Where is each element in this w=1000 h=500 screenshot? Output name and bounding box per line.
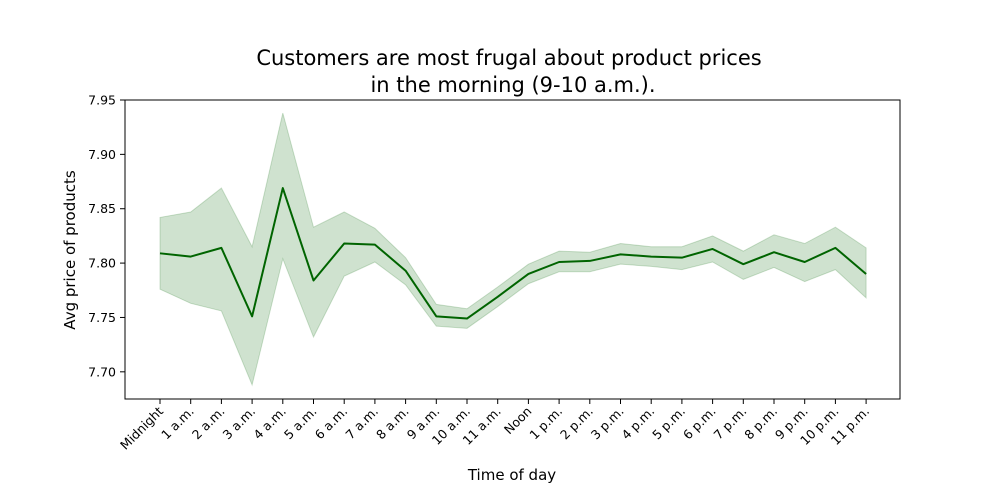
x-tick-label: 2 p.m. (557, 404, 596, 443)
data-point (190, 256, 192, 258)
axes-frame (124, 99, 901, 400)
series-line (159, 187, 867, 320)
data-point (405, 270, 407, 272)
x-tick-label: 4 p.m. (618, 404, 657, 443)
data-point (527, 273, 529, 275)
y-tick-label: 7.90 (88, 147, 116, 162)
data-point (558, 261, 560, 263)
data-point (435, 315, 437, 317)
x-tick-label: 5 a.m. (281, 404, 320, 443)
data-point (343, 243, 345, 245)
data-point (589, 260, 591, 262)
data-point (712, 248, 714, 250)
x-tick-label: 5 p.m. (649, 404, 688, 443)
data-point (313, 279, 315, 281)
confidence-band (159, 112, 867, 387)
x-tick-label: 3 a.m. (220, 404, 259, 443)
data-point (865, 273, 867, 275)
x-tick-label: 6 a.m. (312, 404, 351, 443)
x-tick-label: 1 p.m. (526, 404, 565, 443)
x-tick-label: 8 p.m. (741, 404, 780, 443)
data-point (282, 187, 284, 189)
x-tick-label: 2 a.m. (189, 404, 228, 443)
data-point (497, 296, 499, 298)
x-tick-label: Midnight (117, 403, 166, 452)
x-tick-label: 8 a.m. (373, 404, 412, 443)
data-point (159, 252, 161, 254)
y-tick-label: 7.70 (88, 364, 116, 379)
data-point (620, 253, 622, 255)
y-tick-label: 7.85 (88, 201, 116, 216)
data-point (220, 247, 222, 249)
data-point (374, 244, 376, 246)
data-point (466, 318, 468, 320)
data-point (742, 263, 744, 265)
y-tick-label: 7.80 (88, 256, 116, 271)
y-tick-label: 7.95 (88, 93, 116, 108)
data-point (834, 247, 836, 249)
data-point (804, 261, 806, 263)
x-tick-label: 6 p.m. (680, 404, 719, 443)
y-tick-label: 7.75 (88, 310, 116, 325)
x-axis-label: Time of day (467, 466, 556, 484)
data-point (681, 257, 683, 259)
x-tick-label: 1 a.m. (158, 404, 197, 443)
chart-title-line-2: in the morning (9-10 a.m.). (370, 73, 655, 97)
x-tick-label: 4 a.m. (250, 404, 289, 443)
x-tick-label: 3 p.m. (588, 404, 627, 443)
chart-title-line-1: Customers are most frugal about product … (256, 46, 761, 70)
data-point (650, 256, 652, 258)
data-point (251, 315, 253, 317)
y-axis-label: Avg price of products (61, 170, 79, 330)
x-tick-label: 7 p.m. (711, 404, 750, 443)
data-point (773, 251, 775, 253)
x-tick-label: 7 a.m. (342, 404, 381, 443)
